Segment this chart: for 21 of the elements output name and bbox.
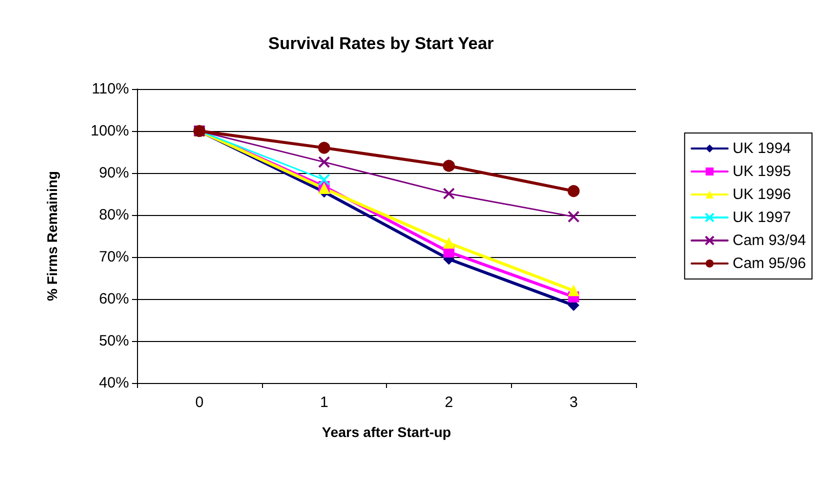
chart-title: Survival Rates by Start Year (268, 34, 494, 53)
y-tick-label: 90% (98, 164, 129, 182)
y-tick-label: 50% (98, 332, 129, 350)
y-tick-label: 60% (98, 290, 129, 308)
legend-label: UK 1997 (732, 209, 791, 226)
legend-label: UK 1994 (732, 140, 791, 157)
y-tick-label: 40% (98, 374, 129, 392)
x-tick-label: 0 (195, 394, 204, 411)
x-axis-title: Years after Start-up (322, 424, 452, 440)
y-tick-label: 80% (98, 206, 129, 224)
legend-label: Cam 95/96 (732, 255, 806, 272)
legend-label: UK 1995 (732, 163, 791, 180)
legend-label: Cam 93/94 (732, 232, 806, 249)
y-tick-label: 110% (92, 80, 129, 98)
y-tick-label: 100% (90, 122, 129, 140)
y-axis-title: % Firms Remaining (44, 171, 60, 301)
x-tick-label: 2 (444, 394, 454, 411)
x-tick-label: 1 (320, 394, 328, 411)
x-tick-label: 3 (569, 394, 578, 411)
y-tick-label: 70% (98, 248, 129, 266)
legend-label: UK 1996 (732, 186, 791, 203)
